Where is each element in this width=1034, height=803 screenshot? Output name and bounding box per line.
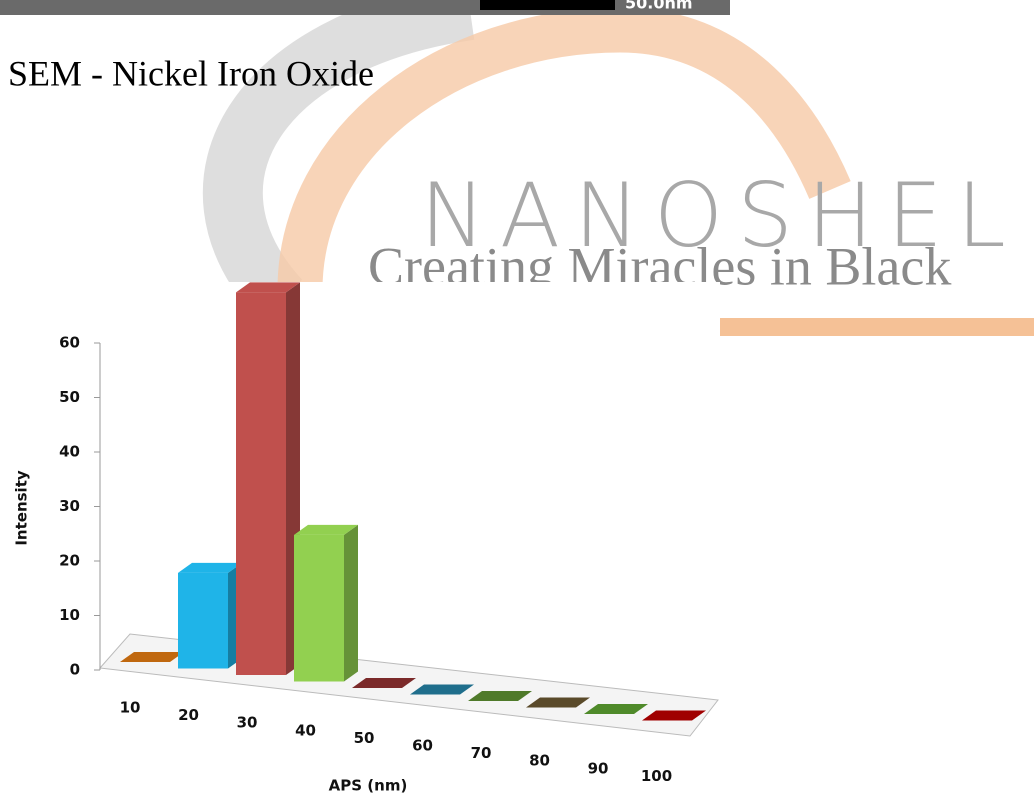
x-axis-title: APS (nm) [329, 777, 408, 795]
sem-image [0, 0, 730, 15]
y-tick-label: 20 [59, 552, 80, 570]
x-tick-label: 80 [529, 752, 550, 770]
caption: SEM - Nickel Iron Oxide [8, 53, 374, 93]
watermark-bar [720, 318, 1034, 336]
y-axis-title: Intensity [13, 470, 31, 546]
bar [294, 525, 358, 682]
page: 50.0nm SEM - Nickel Iron Oxide NANOSHEL … [0, 0, 1034, 803]
x-tick-label: 90 [588, 759, 609, 777]
y-tick-label: 10 [59, 606, 80, 624]
bar-front [178, 573, 228, 669]
x-tick-label: 60 [412, 737, 433, 755]
y-tick-label: 40 [59, 443, 80, 461]
y-tick-label: 0 [70, 661, 80, 679]
x-tick-label: 30 [237, 714, 258, 732]
y-tick-label: 30 [59, 497, 80, 515]
x-tick-label: 70 [471, 744, 492, 762]
scale-bar [480, 0, 615, 10]
x-tick-label: 100 [641, 767, 672, 785]
y-tick-label: 50 [59, 388, 80, 406]
x-tick-label: 40 [295, 721, 316, 739]
x-tick-label: 50 [354, 729, 375, 747]
bar-front [236, 292, 286, 675]
bar-side [344, 525, 358, 682]
x-tick-label: 20 [178, 706, 199, 724]
bar [236, 282, 300, 675]
x-tick-label: 10 [120, 699, 141, 717]
bar-front [294, 535, 344, 682]
bar [178, 563, 242, 669]
scale-label: 50.0nm [625, 0, 693, 13]
y-tick-label: 60 [59, 334, 80, 352]
